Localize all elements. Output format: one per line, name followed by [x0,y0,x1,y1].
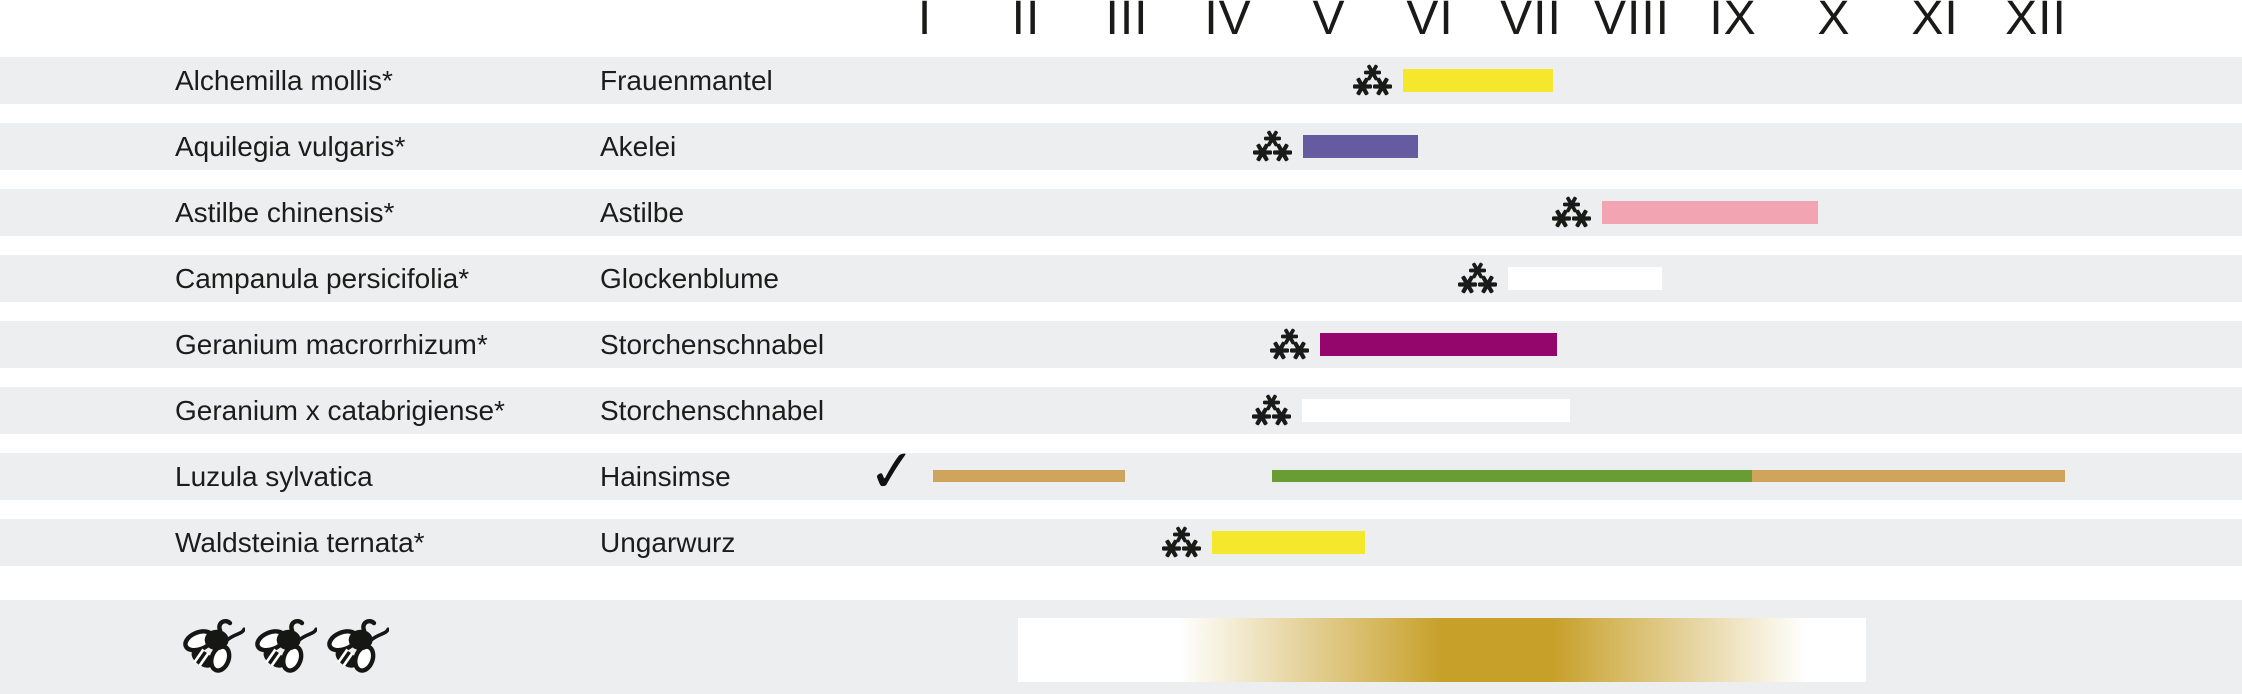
bloom-period-bar-yellow [1212,531,1365,554]
month-label-1: I [917,0,933,45]
plant-latin-name: Aquilegia vulgaris* [175,131,406,162]
plant-row: Astilbe chinensis* Astilbe [0,189,2242,236]
triple-asterisk-marker [1458,262,1498,295]
asterisk-icon [1273,143,1292,162]
plant-row: Alchemilla mollis* Frauenmantel [0,57,2242,104]
plant-german-name: Akelei [600,131,677,162]
asterisk-icon [1182,539,1201,558]
month-label-11: XI [1911,0,1959,45]
bee-icon [183,616,245,678]
month-label-9: IX [1709,0,1757,45]
month-label-4: IV [1204,0,1252,45]
plant-latin-name: Luzula sylvatica [175,461,373,492]
asterisk-icon [1252,407,1271,426]
plant-latin-name: Campanula persicifolia* [175,263,470,294]
bloom-period-bar-white [1508,267,1662,290]
checkmark-icon: ✓ [865,437,919,506]
month-label-7: VII [1500,0,1562,45]
nectar-gradient-bar [1018,618,1866,682]
plant-latin-name: Alchemilla mollis* [175,65,393,96]
month-label-6: VI [1406,0,1454,45]
plant-row: Campanula persicifolia* Glockenblume [0,255,2242,302]
triple-asterisk-marker [1252,394,1292,427]
bee-icons-group [183,616,389,678]
asterisk-icon [1552,209,1571,228]
month-label-3: III [1105,0,1149,45]
plant-german-name: Hainsimse [600,461,731,492]
asterisk-icon [1478,275,1497,294]
plant-latin-name: Geranium macrorrhizum* [175,329,488,360]
asterisk-icon [1270,341,1289,360]
plant-row: Geranium x catabrigiense* Storchenschnab… [0,387,2242,434]
asterisk-icon [1353,77,1372,96]
triple-asterisk-marker [1270,328,1310,361]
asterisk-icon [1272,407,1291,426]
plant-german-name: Storchenschnabel [600,329,825,360]
triple-asterisk-marker [1253,130,1293,163]
month-label-2: II [1011,0,1041,45]
month-label-10: X [1817,0,1851,45]
bloom-period-bar-tan [1752,470,2065,482]
bloom-period-bar-yellow [1403,69,1553,92]
plant-latin-name: Astilbe chinensis* [175,197,395,228]
plant-german-name: Glockenblume [600,263,779,294]
bloom-period-bar-purple [1303,135,1418,158]
month-label-8: VIII [1593,0,1671,45]
bloom-period-bar-pink [1602,201,1818,224]
plant-latin-name: Waldsteinia ternata* [175,527,425,558]
legend-row [0,600,2242,694]
plant-row: Luzula sylvatica Hainsimse ✓ [0,437,2242,506]
bloom-period-bar-tan [933,470,1125,482]
asterisk-icon [1373,77,1392,96]
asterisk-icon [1572,209,1591,228]
asterisk-icon [1253,143,1272,162]
plant-german-name: Storchenschnabel [600,395,825,426]
plant-german-name: Astilbe [600,197,685,228]
bloom-period-bar-green [1272,470,1752,482]
plant-row: Waldsteinia ternata* Ungarwurz [0,519,2242,566]
triple-asterisk-marker [1552,196,1592,229]
asterisk-icon [1458,275,1477,294]
month-label-5: V [1312,0,1346,45]
month-label-12: XII [2005,0,2067,45]
month-axis-header: I II III IV V VI VII VIII IX X XI XII [0,0,2242,44]
plant-row: Aquilegia vulgaris* Akelei [0,123,2242,170]
plant-latin-name: Geranium x catabrigiense* [175,395,505,426]
triple-asterisk-marker [1162,526,1202,559]
asterisk-icon [1162,539,1181,558]
asterisk-icon [1290,341,1309,360]
bloom-period-bar-magenta [1320,333,1557,356]
bee-icon [327,616,389,678]
plant-german-name: Ungarwurz [600,527,736,558]
bloom-period-bar-white [1302,399,1570,422]
plant-row: Geranium macrorrhizum* Storchenschnabel [0,321,2242,368]
triple-asterisk-marker [1353,64,1393,97]
plant-german-name: Frauenmantel [600,65,773,96]
bee-icon [255,616,317,678]
